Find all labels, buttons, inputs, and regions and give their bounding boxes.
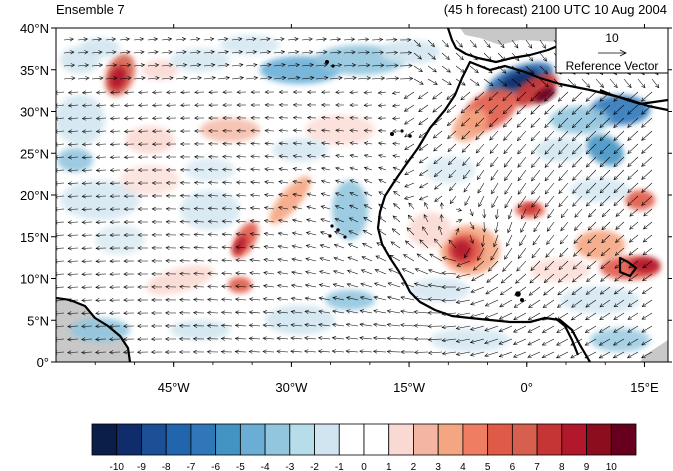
- colorbar-swatch: [437, 423, 464, 456]
- lat-label: 15°N: [20, 230, 49, 245]
- lat-label: 35°N: [20, 63, 49, 78]
- colorbar-label: -7: [186, 462, 195, 471]
- colorbar-swatch: [289, 423, 315, 456]
- colorbar-swatch: [264, 423, 291, 456]
- colorbar-label: -5: [236, 462, 245, 471]
- colorbar-swatch: [314, 423, 340, 456]
- colorbar-swatch: [165, 423, 192, 456]
- reference-vector-legend: 10 Reference Vector: [555, 28, 668, 74]
- colorbar-swatch: [413, 423, 439, 456]
- lat-label: 20°N: [20, 188, 49, 203]
- lat-label: 10°N: [20, 272, 49, 287]
- colorbar-label: 2: [411, 462, 417, 471]
- colorbar-swatch: [116, 423, 142, 456]
- colorbar-swatch: [511, 423, 538, 456]
- colorbar-label: 1: [386, 462, 392, 471]
- colorbar-swatch: [536, 423, 563, 456]
- ensemble-title: Ensemble 7: [56, 2, 125, 17]
- colorbar-label: 8: [559, 462, 565, 471]
- colorbar-label: -8: [162, 462, 171, 471]
- reference-vector-value: 10: [605, 31, 619, 45]
- colorbar-label: -4: [261, 462, 270, 471]
- colorbar-swatch: [338, 423, 365, 456]
- lat-label: 0°: [37, 355, 49, 370]
- lon-label: 30°W: [275, 380, 308, 395]
- colorbar-label: 5: [485, 462, 491, 471]
- lon-label: 15°W: [393, 380, 426, 395]
- colorbar-label: -2: [310, 462, 319, 471]
- colorbar-label: 4: [460, 462, 466, 471]
- lat-label: 40°N: [20, 21, 49, 36]
- colorbar-label: -6: [211, 462, 220, 471]
- colorbar-label: -1: [335, 462, 344, 471]
- colorbar-swatch: [487, 423, 513, 456]
- colorbar-label: 9: [584, 462, 590, 471]
- forecast-time-title: (45 h forecast) 2100 UTC 10 Aug 2004: [443, 2, 667, 17]
- colorbar-swatch: [388, 423, 414, 456]
- colorbar-label: -9: [137, 462, 146, 471]
- latitude-axis: 40°N 35°N 30°N 25°N 20°N 15°N 10°N 5°N 0°: [20, 21, 672, 370]
- colorbar-swatch: [215, 423, 241, 456]
- colorbar-swatch: [91, 423, 118, 456]
- colorbar-swatch: [239, 423, 266, 456]
- colorbar-label: -10: [110, 462, 125, 471]
- lat-label: 5°N: [27, 313, 49, 328]
- colorbar-swatch: [610, 423, 637, 456]
- colorbar-swatch: [561, 423, 587, 456]
- colorbar: -10 -9 -8 -7 -6 -5 -4 -3 -2 -1 0 1 2 3 4 5 6 7 8 9 10: [91, 423, 637, 471]
- lat-label: 30°N: [20, 105, 49, 120]
- reference-vector-label: Reference Vector: [566, 59, 659, 73]
- lon-label: 0°: [521, 380, 533, 395]
- longitude-axis: 45°W 30°W 15°W 0° 15°E: [94, 24, 659, 395]
- lon-label: 15°E: [630, 380, 659, 395]
- colorbar-label: 10: [606, 462, 618, 471]
- lon-label: 45°W: [158, 380, 191, 395]
- colorbar-label: -3: [285, 462, 294, 471]
- colorbar-swatch: [363, 423, 390, 456]
- islands: [325, 60, 524, 302]
- colorbar-swatch: [462, 423, 489, 456]
- colorbar-swatch: [141, 423, 167, 456]
- colorbar-label: 7: [534, 462, 540, 471]
- colorbar-label: 0: [361, 462, 367, 471]
- missing-data-right: [640, 340, 668, 362]
- colorbar-label: 6: [510, 462, 516, 471]
- lat-label: 25°N: [20, 146, 49, 161]
- colorbar-swatch: [190, 423, 217, 456]
- colorbar-swatch: [586, 423, 612, 456]
- colorbar-label: 3: [435, 462, 441, 471]
